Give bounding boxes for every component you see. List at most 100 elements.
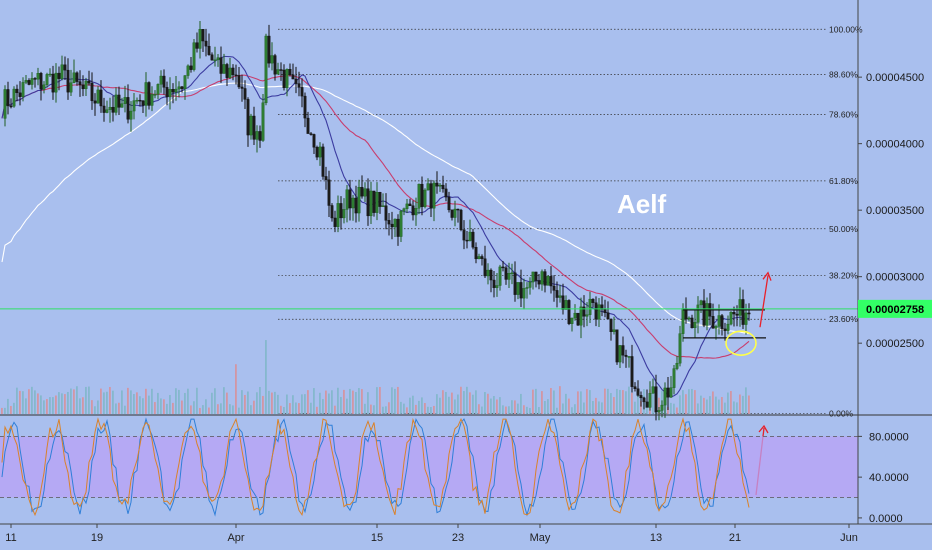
volume-bar [97,400,99,414]
candle-body [459,209,463,230]
volume-bar [400,401,402,414]
date-tick-label: 23 [452,532,464,544]
volume-bar [484,392,486,414]
volume-bar [469,392,471,414]
volume-bar [349,388,351,414]
volume-bar [481,406,483,414]
candle-body [165,87,169,98]
volume-bar [502,405,504,414]
candle-body [258,131,262,141]
volume-bar [439,397,441,414]
candle-body [600,304,604,310]
candle-body [534,271,538,281]
candle-body [249,115,253,136]
candle-body [171,89,175,93]
drawings [0,271,858,496]
candle-body [645,401,649,408]
candle-body [120,103,124,108]
candle-body [582,306,586,317]
candle-body [444,188,448,198]
candle-body [405,203,409,209]
candle-body [660,404,664,411]
current-price-tag [858,299,932,318]
volume-bar [679,395,681,414]
volume-bar [379,386,381,414]
volume-bar [175,388,177,414]
candle-body [300,87,304,97]
osc-tick-label: 80.0000 [869,431,909,443]
volume-bar [409,397,411,414]
candle-body [471,231,475,248]
candle-body [180,86,184,89]
volume-bar [382,406,384,414]
osc-tick-label: 0.0000 [869,513,903,525]
volume-bar [265,340,267,414]
current-price-label: 0.00002758 [866,304,924,316]
volume-bar [520,393,522,414]
candle-body [147,82,151,106]
volume-bar [712,391,714,414]
volume-bar [478,404,480,414]
candle-body [711,316,715,329]
volume-bar [466,386,468,414]
candle-body [516,282,520,295]
candle-body [531,271,535,283]
volume-bar [577,391,579,414]
volume-bar [256,392,258,414]
candle-body [186,65,190,76]
volume-bar [142,398,144,414]
date-tick-label: 11 [5,532,16,544]
candle-body [318,146,322,158]
candle-body [483,258,487,277]
volume-bar [652,393,654,414]
candle-body [615,329,619,363]
candle-body [609,318,613,332]
volume-bar [91,400,93,414]
volume-bar [718,399,720,414]
price-tick-label: 0.00003000 [866,272,924,284]
volume-bar [130,390,132,414]
candle-body [18,92,22,97]
volume-bar [118,402,120,414]
volume-bar [619,389,621,414]
volume-bar [121,390,123,414]
candle-body [84,80,88,90]
volume-bar [694,390,696,414]
candle-body [657,410,661,413]
volume-bar [568,398,570,414]
candle-body [138,99,142,102]
volume-bar [517,403,519,414]
candle-body [321,146,325,177]
volume-bar [163,399,165,414]
volume-bar [40,395,42,414]
volume-bar [1,407,3,414]
ma-slow-line [1,82,750,335]
volume-bar [610,393,612,414]
volume-bar [103,392,105,414]
candle-body [507,273,511,280]
volume-bar [697,403,699,414]
volume-bar [193,401,195,414]
candle-body [462,229,466,241]
volume-bar [364,403,366,414]
volume-bar [226,392,228,414]
volume-bar [700,395,702,414]
price-tick-label: 0.00004000 [866,139,924,151]
volume-bar [580,391,582,414]
candle-body [438,184,442,187]
volume-bar [472,394,474,414]
candle-body [390,223,394,228]
volume-bar [607,388,609,414]
volume-bar [235,364,237,414]
candle-body [681,308,685,334]
candle-body [333,217,337,227]
volume-bar [715,396,717,414]
volume-bars [1,340,750,414]
fib-label: 23.60% [829,314,858,324]
candles[interactable] [3,20,751,421]
candle-body [324,176,328,181]
volume-bar [88,386,90,414]
volume-bar [295,402,297,414]
